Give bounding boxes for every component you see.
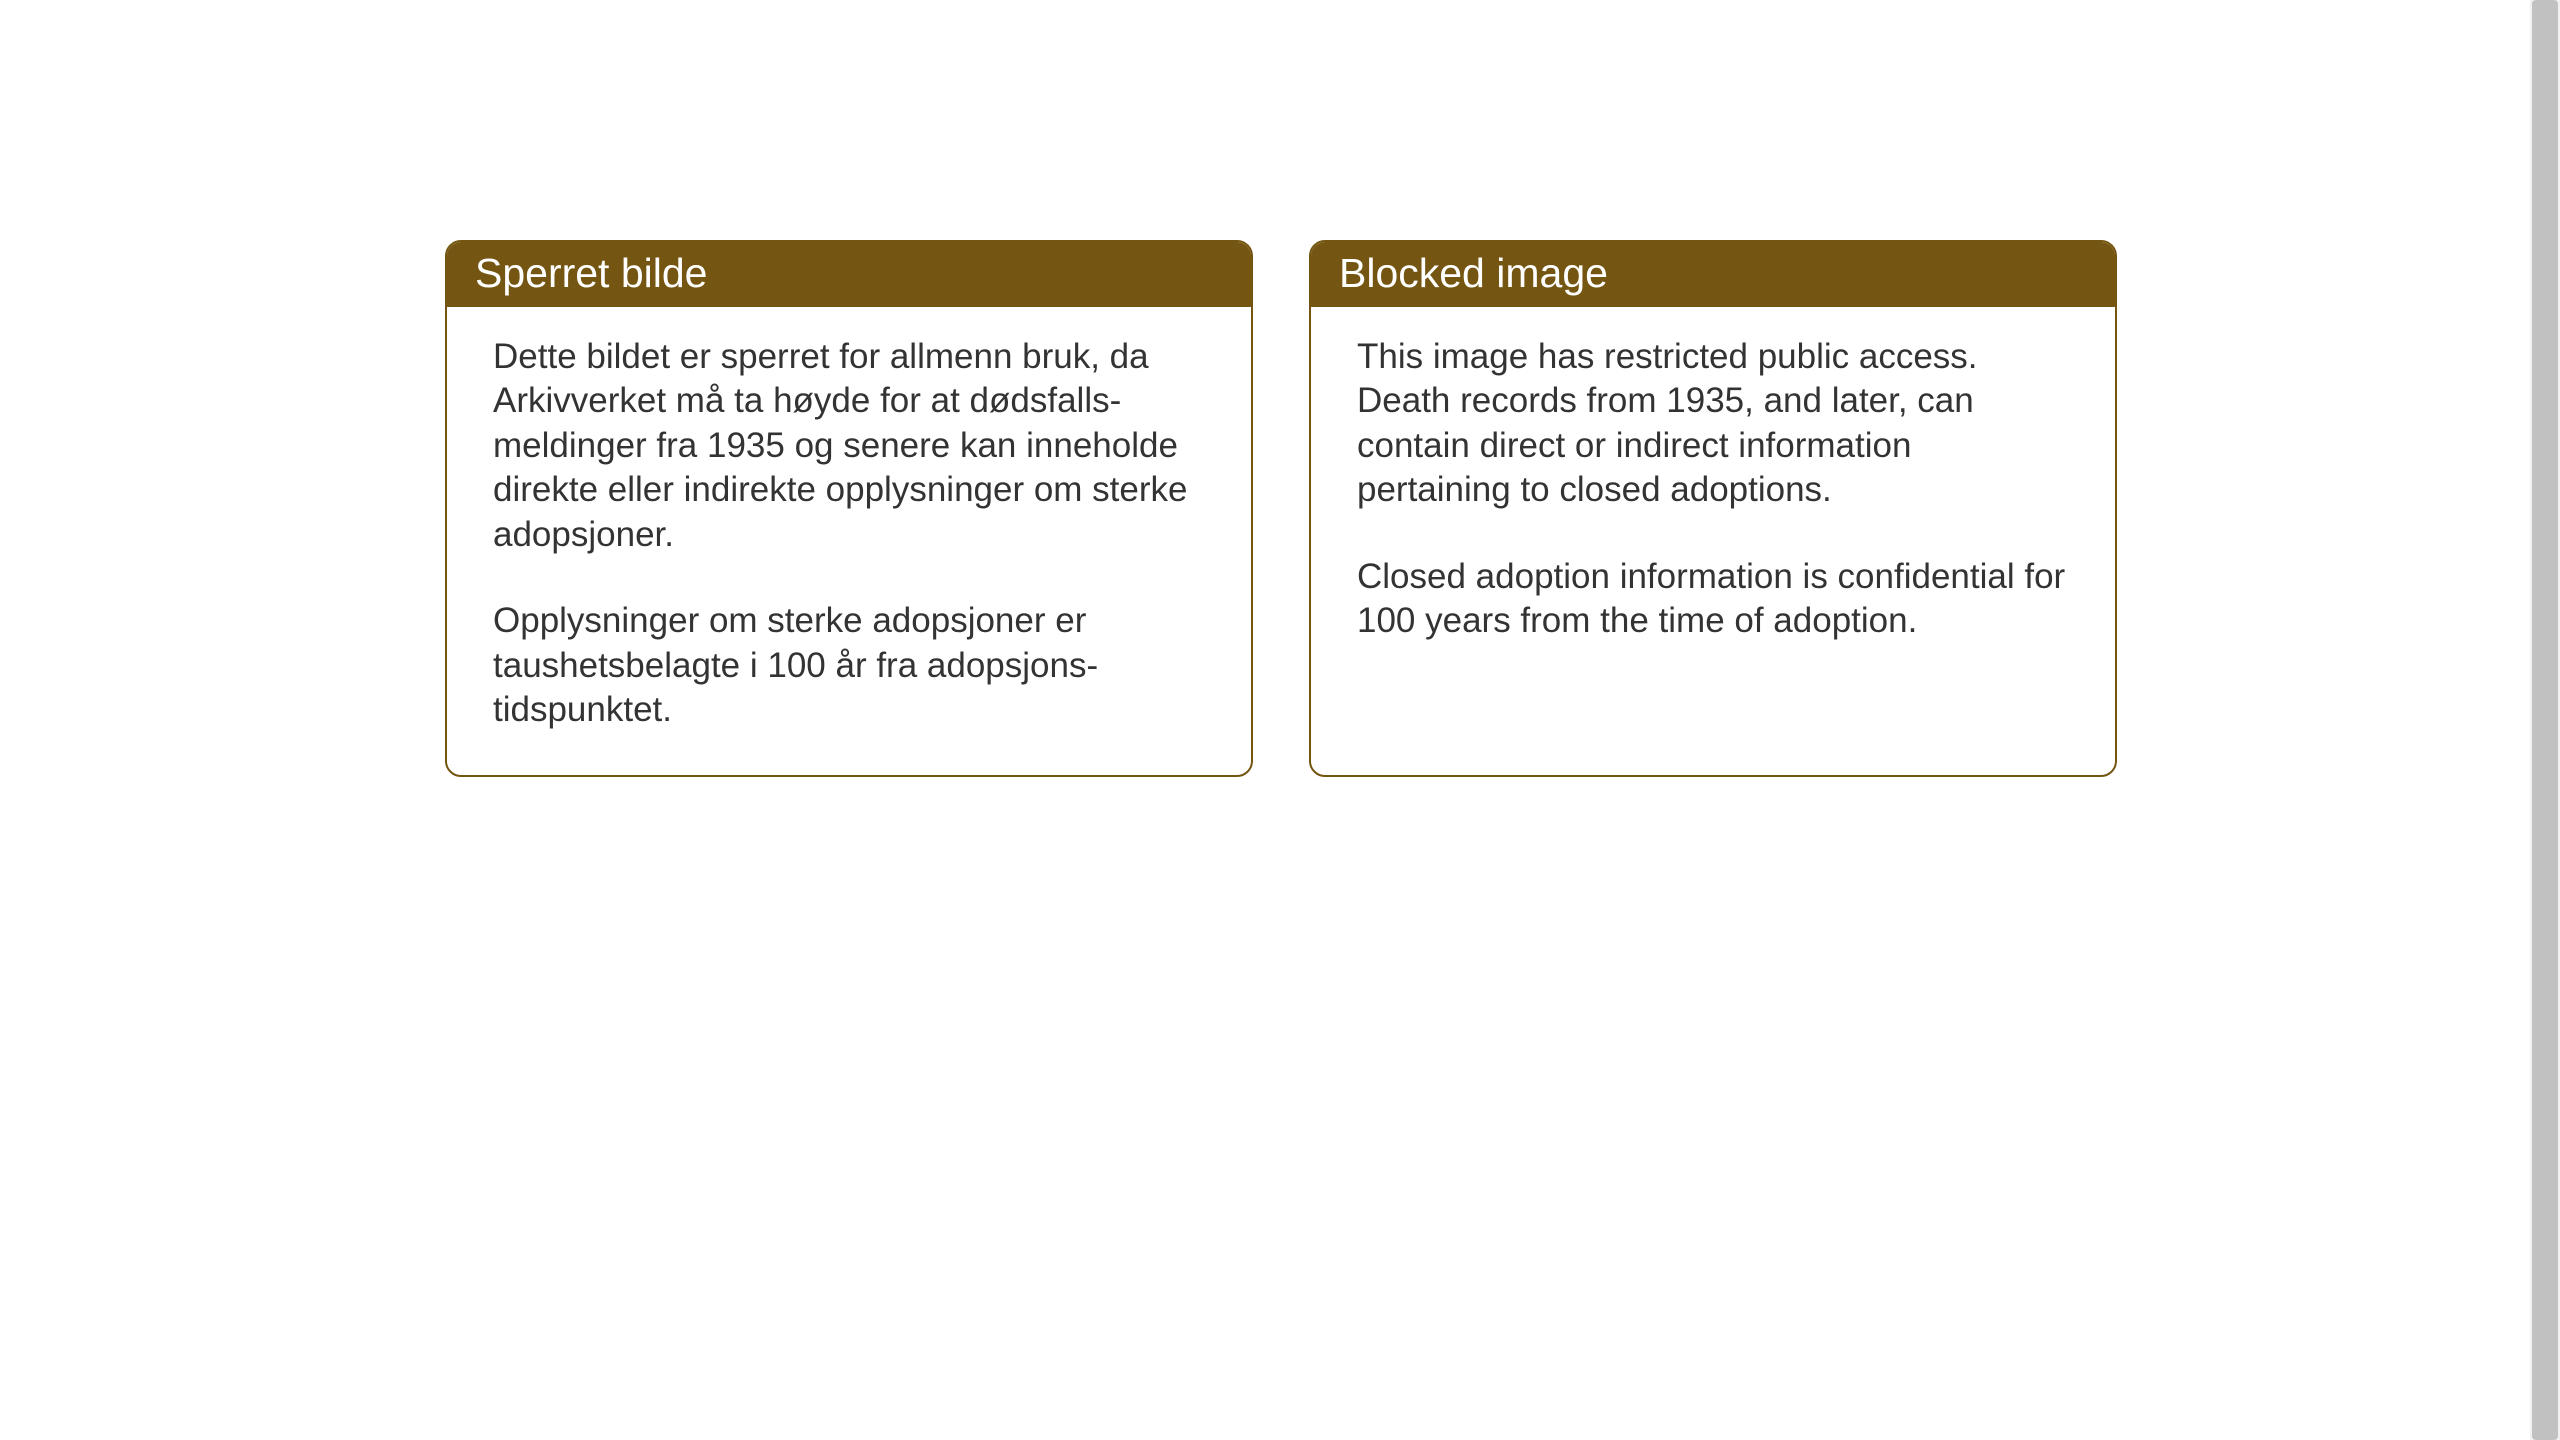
notice-card-norwegian: Sperret bilde Dette bildet er sperret fo… (445, 240, 1253, 777)
card-body-english: This image has restricted public access.… (1311, 307, 2115, 686)
card-title: Sperret bilde (475, 250, 707, 296)
card-paragraph: Closed adoption information is confident… (1357, 555, 2069, 644)
notice-cards-container: Sperret bilde Dette bildet er sperret fo… (445, 240, 2117, 777)
card-header-english: Blocked image (1311, 242, 2115, 307)
notice-card-english: Blocked image This image has restricted … (1309, 240, 2117, 777)
card-title: Blocked image (1339, 250, 1608, 296)
card-paragraph: Dette bildet er sperret for allmenn bruk… (493, 335, 1205, 557)
card-paragraph: This image has restricted public access.… (1357, 335, 2069, 513)
card-header-norwegian: Sperret bilde (447, 242, 1251, 307)
scrollbar-thumb[interactable] (2532, 0, 2558, 1440)
card-body-norwegian: Dette bildet er sperret for allmenn bruk… (447, 307, 1251, 775)
card-paragraph: Opplysninger om sterke adopsjoner er tau… (493, 599, 1205, 732)
scrollbar-vertical[interactable] (2530, 0, 2560, 1440)
